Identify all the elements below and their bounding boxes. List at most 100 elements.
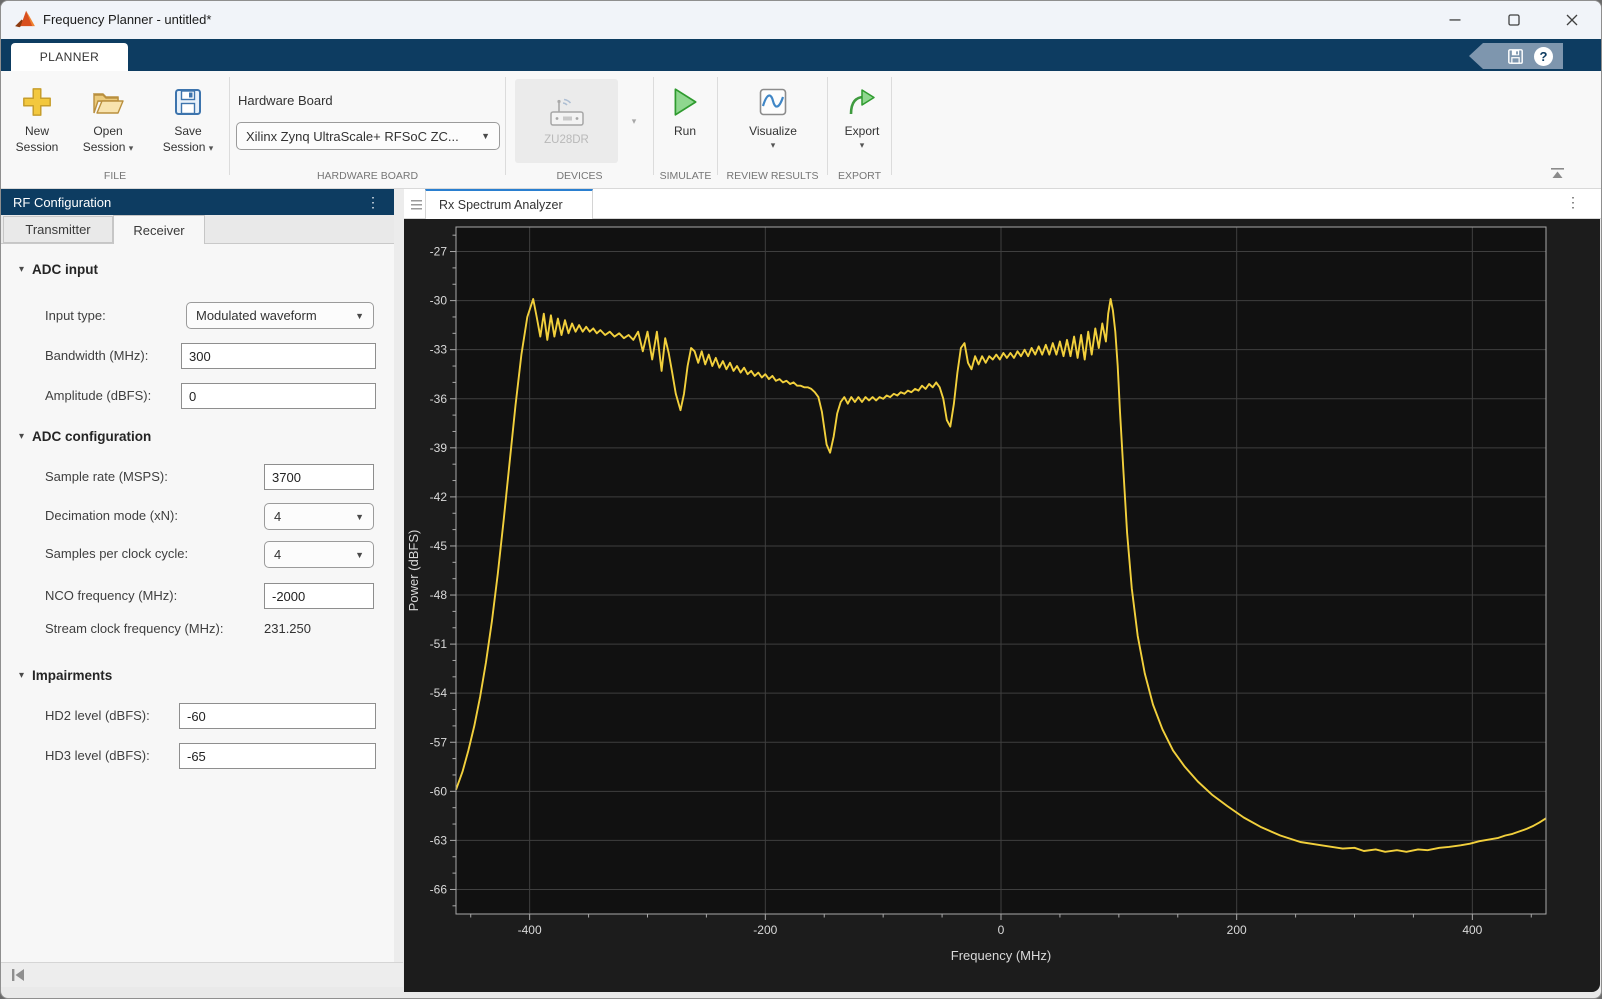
tab-planner[interactable]: PLANNER [11,43,128,71]
decimation-mode-select[interactable]: 4 ▼ [264,503,374,530]
nco-frequency-label: NCO frequency (MHz): [45,588,178,603]
svg-text:-27: -27 [430,245,448,259]
matlab-logo-icon [14,9,36,34]
toolbar-separator [827,77,828,175]
bandwidth-input[interactable] [181,343,376,369]
new-session-button[interactable]: New Session [9,81,65,155]
device-name: ZU28DR [544,133,589,146]
svg-text:-33: -33 [430,343,448,357]
svg-text:-60: -60 [430,784,448,798]
toolbar-separator [717,77,718,175]
collapse-toolstrip-button[interactable] [1549,167,1566,186]
svg-text:-45: -45 [430,539,448,553]
rf-configuration-header: RF Configuration ⋮ [1,189,394,215]
section-adc-input[interactable]: ▾ ADC input [19,262,99,277]
maximize-button[interactable] [1491,1,1537,39]
toolstrip-tab-row: PLANNER ? [1,39,1601,71]
dropdown-icon: ▾ [859,140,865,150]
open-session-button[interactable]: Open Session ▾ [71,81,145,155]
hd3-level-input[interactable] [179,743,376,769]
samples-per-clock-select[interactable]: 4 ▼ [264,541,374,568]
svg-text:0: 0 [998,923,1005,937]
select-arrow-icon: ▼ [355,310,364,321]
hd2-level-input[interactable] [179,703,376,729]
amplitude-label: Amplitude (dBFS): [45,388,152,403]
tab-receiver[interactable]: Receiver [113,215,205,244]
window-title: Frequency Planner - untitled* [43,12,212,27]
svg-text:-200: -200 [753,923,777,937]
spectrum-analyzer-panel[interactable]: -400 -200 0 200 400 -66 -63 -60 -57 -54 -51 -48 -45 -… [404,219,1600,992]
rf-configuration-panel: RF Configuration ⋮ Transmitter Receiver … [1,189,403,987]
sample-rate-input[interactable] [264,464,374,490]
spectrum-plot[interactable]: -400 -200 0 200 400 -66 -63 -60 -57 -54 -51 -48 -45 -… [404,219,1600,992]
svg-text:-42: -42 [430,490,448,504]
decimation-mode-label: Decimation mode (xN): [45,508,178,523]
select-arrow-icon: ▼ [481,131,490,141]
save-icon [173,81,203,123]
svg-text:-30: -30 [430,294,448,308]
svg-text:-54: -54 [430,686,448,700]
toolbar-separator [229,77,230,175]
export-button[interactable]: Export ▾ [833,81,891,151]
collapse-triangle-icon: ▾ [19,264,25,275]
stream-clock-value: 231.250 [264,621,311,636]
svg-text:-36: -36 [430,392,448,406]
svg-text:400: 400 [1462,923,1482,937]
svg-text:-48: -48 [430,588,448,602]
amplitude-input[interactable] [181,383,376,409]
panel-menu-icon[interactable]: ⋮ [366,193,380,210]
quick-save-icon[interactable] [1507,48,1524,65]
select-arrow-icon: ▼ [355,549,364,560]
svg-text:Power (dBFS): Power (dBFS) [406,530,421,612]
dropdown-icon: ▾ [631,115,637,126]
dropdown-icon: ▾ [770,140,776,150]
close-button[interactable] [1549,1,1595,39]
collapse-panel-icon[interactable] [9,968,27,982]
tab-rx-spectrum-analyzer[interactable]: Rx Spectrum Analyzer [425,189,593,219]
save-session-button[interactable]: Save Session ▾ [151,81,225,155]
collapse-up-icon [1551,168,1564,178]
toolstrip: New Session Open Session ▾ [1,71,1601,189]
nco-frequency-input[interactable] [264,583,374,609]
run-icon [670,81,700,123]
drag-grip-icon[interactable] [410,198,423,211]
section-label-simulate: SIMULATE [659,170,712,182]
input-type-label: Input type: [45,308,106,323]
rf-tab-strip: Transmitter Receiver [1,215,394,244]
svg-text:-39: -39 [430,441,448,455]
svg-text:-66: -66 [430,882,448,896]
section-label-export: EXPORT [838,170,881,182]
device-zu28dr-button[interactable]: ZU28DR [515,79,618,163]
open-folder-icon [91,81,125,123]
section-adc-configuration[interactable]: ▾ ADC configuration [19,429,152,444]
svg-text:-51: -51 [430,637,448,651]
svg-text:-57: -57 [430,735,448,749]
minimize-button[interactable] [1432,1,1478,39]
document-bar-menu-icon[interactable]: ⋮ [1566,194,1580,210]
hardware-board-label: Hardware Board [238,93,333,108]
maximize-icon [1508,14,1520,26]
toolbar-separator [653,77,654,175]
svg-text:-63: -63 [430,833,448,847]
visualize-button[interactable]: Visualize ▾ [731,81,815,151]
new-session-icon [21,81,53,123]
stream-clock-label: Stream clock frequency (MHz): [45,621,224,636]
run-button[interactable]: Run [659,81,711,139]
panel-status-bar [1,962,403,987]
select-arrow-icon: ▼ [355,511,364,522]
toolbar-separator [505,77,506,175]
bandwidth-label: Bandwidth (MHz): [45,348,149,363]
hd3-level-label: HD3 level (dBFS): [45,748,150,763]
sdr-device-icon [549,98,584,126]
section-impairments[interactable]: ▾ Impairments [19,668,113,683]
collapse-triangle-icon: ▾ [19,431,25,442]
section-label-devices: DEVICES [556,170,603,182]
hardware-board-select[interactable]: Xilinx Zynq UltraScale+ RFSoC ZC... ▼ [236,122,500,150]
sample-rate-label: Sample rate (MSPS): [45,469,168,484]
tab-transmitter[interactable]: Transmitter [3,216,113,243]
device-dropdown-button[interactable]: ▾ [621,79,647,163]
input-type-select[interactable]: Modulated waveform ▼ [186,302,374,329]
samples-per-clock-label: Samples per clock cycle: [45,546,189,561]
help-button[interactable]: ? [1534,46,1553,66]
panel-splitter[interactable] [394,189,404,962]
